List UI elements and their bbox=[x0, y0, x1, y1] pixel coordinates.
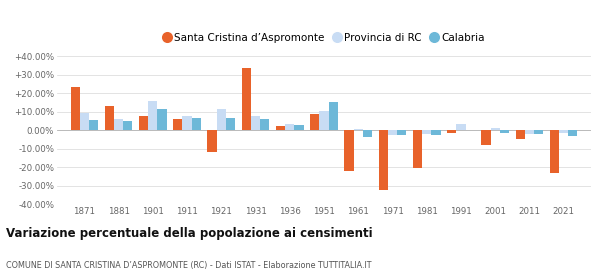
Bar bbox=[319, 111, 329, 130]
Bar bbox=[344, 130, 353, 171]
Text: Variazione percentuale della popolazione ai censimenti: Variazione percentuale della popolazione… bbox=[6, 227, 373, 240]
Bar bbox=[157, 109, 167, 130]
Bar bbox=[379, 130, 388, 190]
Bar bbox=[422, 130, 431, 134]
Bar bbox=[251, 116, 260, 130]
Legend: Santa Cristina d’Aspromonte, Provincia di RC, Calabria: Santa Cristina d’Aspromonte, Provincia d… bbox=[158, 29, 490, 47]
Bar bbox=[525, 130, 534, 134]
Bar bbox=[310, 115, 319, 130]
Bar bbox=[500, 130, 509, 133]
Bar bbox=[89, 120, 98, 130]
Bar bbox=[413, 130, 422, 168]
Bar bbox=[80, 113, 89, 130]
Bar bbox=[208, 130, 217, 152]
Bar bbox=[353, 129, 363, 130]
Bar bbox=[568, 130, 577, 136]
Bar bbox=[173, 119, 182, 130]
Bar bbox=[447, 130, 457, 133]
Bar bbox=[363, 130, 372, 137]
Bar bbox=[457, 124, 466, 130]
Bar bbox=[242, 68, 251, 130]
Bar bbox=[481, 130, 491, 145]
Bar bbox=[182, 116, 191, 130]
Bar bbox=[123, 121, 133, 130]
Bar bbox=[71, 87, 80, 130]
Text: COMUNE DI SANTA CRISTINA D’ASPROMONTE (RC) - Dati ISTAT - Elaborazione TUTTITALI: COMUNE DI SANTA CRISTINA D’ASPROMONTE (R… bbox=[6, 261, 371, 270]
Bar bbox=[295, 125, 304, 130]
Bar bbox=[329, 102, 338, 130]
Bar bbox=[559, 130, 568, 133]
Bar bbox=[276, 125, 285, 130]
Bar bbox=[226, 118, 235, 130]
Bar bbox=[515, 130, 525, 139]
Bar bbox=[191, 118, 201, 130]
Bar bbox=[534, 130, 543, 134]
Bar bbox=[148, 101, 157, 130]
Bar bbox=[431, 130, 440, 135]
Bar bbox=[285, 124, 295, 130]
Bar bbox=[260, 119, 269, 130]
Bar bbox=[491, 128, 500, 130]
Bar bbox=[114, 119, 123, 130]
Bar bbox=[388, 130, 397, 135]
Bar bbox=[139, 116, 148, 130]
Bar bbox=[105, 106, 114, 130]
Bar bbox=[217, 109, 226, 130]
Bar bbox=[397, 130, 406, 135]
Bar bbox=[550, 130, 559, 173]
